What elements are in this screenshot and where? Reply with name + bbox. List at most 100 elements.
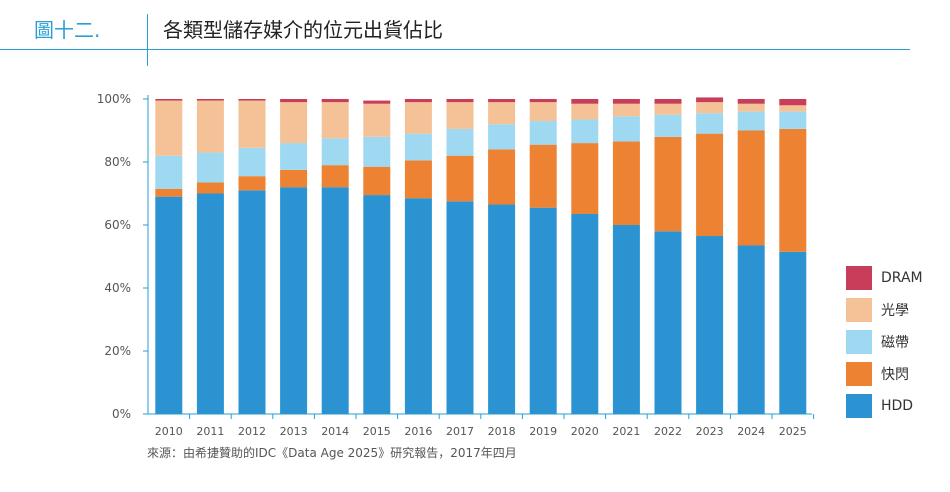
bar-segment-2024 <box>737 111 765 131</box>
bar-segment-2015 <box>363 103 391 137</box>
bar-segment-2010 <box>155 99 183 101</box>
bar-segment-2012 <box>238 190 266 414</box>
legend-swatch <box>846 362 872 386</box>
bar-segment-2014 <box>321 165 349 188</box>
bar-segment-2021 <box>612 141 640 225</box>
x-tick-label: 2019 <box>529 425 557 438</box>
header-separator <box>147 14 148 66</box>
bar-segment-2025 <box>779 251 807 414</box>
bar-segment-2021 <box>612 103 640 117</box>
bar-segment-2020 <box>571 213 599 414</box>
bar-segment-2019 <box>529 99 557 103</box>
y-tick-label: 40% <box>104 281 131 295</box>
bar-segment-2013 <box>280 102 308 144</box>
x-tick-label: 2020 <box>571 425 599 438</box>
bar-segment-2022 <box>654 136 682 232</box>
legend-label: HDD <box>881 398 914 414</box>
bar-segment-2017 <box>446 99 474 103</box>
bar-segment-2017 <box>446 128 474 156</box>
bar-segment-2023 <box>696 236 724 414</box>
x-tick-label: 2023 <box>696 425 724 438</box>
legend-item: HDD <box>846 390 946 422</box>
bar-segment-2013 <box>280 99 308 103</box>
bar-segment-2018 <box>488 102 516 125</box>
bar-segment-2025 <box>779 128 807 252</box>
bar-segment-2014 <box>321 138 349 166</box>
bar-segment-2016 <box>404 198 432 414</box>
bar-segment-2019 <box>529 207 557 414</box>
x-tick-label: 2012 <box>238 425 266 438</box>
bar-segment-2022 <box>654 99 682 104</box>
bar-segment-2016 <box>404 99 432 103</box>
bar-segment-2023 <box>696 97 724 103</box>
legend-item: 磁帶 <box>846 326 946 358</box>
bar-segment-2011 <box>196 152 224 183</box>
bar-segment-2021 <box>612 99 640 104</box>
bar-segment-2021 <box>612 116 640 142</box>
bar-segment-2017 <box>446 201 474 414</box>
x-tick-label: 2021 <box>612 425 640 438</box>
bar-segment-2022 <box>654 103 682 115</box>
x-tick-label: 2025 <box>779 425 807 438</box>
x-tick-label: 2014 <box>321 425 349 438</box>
bar-segment-2019 <box>529 102 557 122</box>
x-tick-label: 2013 <box>280 425 308 438</box>
source-note: 來源：由希捷贊助的IDC《Data Age 2025》研究報告，2017年四月 <box>147 446 517 460</box>
bar-segment-2014 <box>321 187 349 414</box>
x-tick-label: 2010 <box>155 425 183 438</box>
legend-label: 光學 <box>881 303 909 319</box>
y-tick-label: 80% <box>104 155 131 169</box>
x-tick-label: 2011 <box>196 425 224 438</box>
bar-segment-2014 <box>321 102 349 139</box>
bar-segment-2014 <box>321 99 349 103</box>
legend-swatch <box>846 330 872 354</box>
bar-segment-2012 <box>238 100 266 148</box>
bar-segment-2025 <box>779 111 807 129</box>
bar-segment-2015 <box>363 100 391 104</box>
bar-segment-2024 <box>737 99 765 104</box>
bar-segment-2015 <box>363 166 391 196</box>
x-tick-label: 2017 <box>446 425 474 438</box>
bar-segment-2015 <box>363 195 391 414</box>
bar-segment-2022 <box>654 114 682 137</box>
bar-segment-2011 <box>196 99 224 101</box>
y-tick-label: 20% <box>104 344 131 358</box>
legend-swatch <box>846 298 872 322</box>
legend-swatch <box>846 266 872 290</box>
bar-segment-2012 <box>238 147 266 177</box>
bar-segment-2017 <box>446 102 474 129</box>
x-tick-label: 2016 <box>404 425 432 438</box>
bar-segment-2011 <box>196 182 224 194</box>
legend-item: 快閃 <box>846 358 946 390</box>
x-tick-label: 2018 <box>488 425 516 438</box>
bar-segment-2023 <box>696 113 724 134</box>
chart-title: 各類型儲存媒介的位元出貨佔比 <box>163 18 443 42</box>
bar-segment-2010 <box>155 188 183 197</box>
bar-segment-2016 <box>404 102 432 134</box>
y-tick-label: 0% <box>112 407 131 421</box>
legend-item: DRAM <box>846 262 946 294</box>
bar-segment-2020 <box>571 143 599 214</box>
bar-segment-2024 <box>737 103 765 112</box>
bar-segment-2018 <box>488 124 516 150</box>
bar-segment-2010 <box>155 196 183 414</box>
bar-segment-2015 <box>363 136 391 167</box>
legend-label: DRAM <box>881 270 923 286</box>
header-rule <box>0 49 910 50</box>
bar-segment-2020 <box>571 103 599 120</box>
legend-label: 磁帶 <box>881 335 909 351</box>
x-tick-label: 2022 <box>654 425 682 438</box>
bar-segment-2018 <box>488 204 516 414</box>
bar-segment-2010 <box>155 100 183 156</box>
bar-segment-2016 <box>404 133 432 161</box>
bar-segment-2019 <box>529 144 557 208</box>
bar-segment-2020 <box>571 119 599 144</box>
x-tick-label: 2024 <box>737 425 765 438</box>
bar-segment-2025 <box>779 99 807 106</box>
chart-legend: DRAM 光學磁帶快閃 HDD <box>846 262 946 422</box>
bar-segment-2018 <box>488 149 516 205</box>
bar-segment-2019 <box>529 121 557 145</box>
bar-segment-2013 <box>280 143 308 170</box>
legend-swatch <box>846 394 872 418</box>
